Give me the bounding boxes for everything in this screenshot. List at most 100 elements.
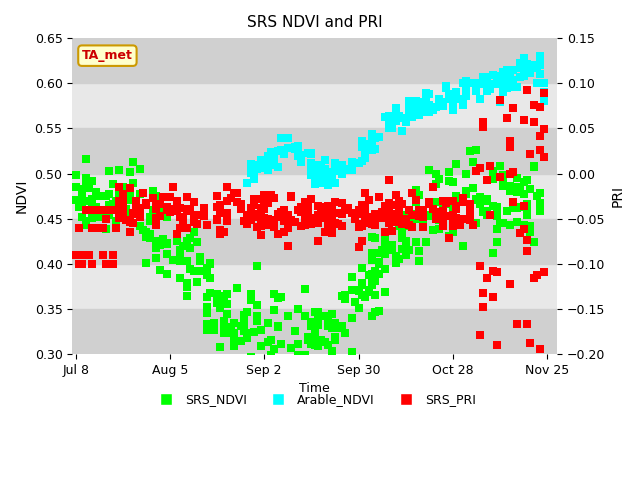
Point: [316, 312, 326, 320]
Point: [518, 179, 529, 186]
Point: [259, 214, 269, 221]
Point: [246, 290, 256, 298]
Point: [77, 199, 88, 207]
Point: [522, 320, 532, 328]
Point: [303, 214, 313, 221]
Point: [94, 192, 104, 200]
Point: [182, 193, 192, 201]
Point: [279, 150, 289, 157]
Point: [131, 198, 141, 205]
Point: [273, 324, 283, 331]
Point: [128, 209, 138, 217]
Point: [310, 335, 320, 342]
Point: [515, 229, 525, 237]
Point: [353, 243, 364, 251]
Point: [535, 189, 545, 196]
Point: [219, 228, 229, 236]
Point: [252, 312, 262, 319]
Point: [111, 224, 121, 231]
Point: [236, 200, 246, 208]
Point: [101, 215, 111, 223]
Point: [81, 206, 91, 214]
Point: [326, 171, 337, 179]
Point: [151, 192, 161, 200]
Point: [411, 198, 421, 205]
Point: [205, 259, 216, 267]
Point: [337, 222, 347, 230]
Point: [525, 67, 536, 75]
Point: [172, 207, 182, 215]
Point: [471, 145, 481, 153]
Point: [488, 80, 499, 87]
Point: [535, 132, 545, 140]
Point: [124, 184, 134, 192]
Point: [337, 170, 347, 178]
Point: [273, 294, 283, 301]
Point: [313, 202, 323, 209]
Point: [364, 218, 374, 226]
Point: [313, 238, 323, 245]
Point: [266, 162, 276, 169]
Point: [458, 215, 468, 222]
Point: [323, 217, 333, 225]
Point: [273, 147, 283, 155]
Point: [252, 161, 262, 168]
Point: [108, 260, 118, 268]
Point: [81, 155, 91, 163]
Point: [229, 342, 239, 350]
Y-axis label: PRI: PRI: [611, 185, 625, 207]
Point: [337, 292, 347, 300]
Point: [252, 164, 262, 171]
Point: [397, 220, 408, 228]
Point: [222, 183, 232, 191]
Point: [461, 190, 472, 197]
Point: [448, 197, 458, 205]
Point: [148, 194, 158, 202]
Point: [81, 206, 91, 214]
Point: [458, 80, 468, 87]
Point: [202, 326, 212, 334]
Point: [330, 179, 340, 186]
Point: [269, 156, 280, 163]
Point: [303, 333, 313, 340]
Point: [303, 149, 313, 157]
Point: [481, 211, 492, 218]
Point: [387, 227, 397, 235]
Point: [289, 145, 300, 153]
Point: [367, 137, 377, 145]
Point: [431, 215, 441, 223]
Point: [411, 97, 421, 105]
Point: [195, 257, 205, 265]
Point: [522, 247, 532, 255]
Point: [323, 181, 333, 189]
Point: [279, 228, 289, 236]
Point: [411, 186, 421, 194]
Point: [448, 204, 458, 212]
Point: [458, 242, 468, 250]
Point: [424, 90, 435, 98]
Point: [222, 329, 232, 337]
Point: [212, 299, 222, 307]
Point: [441, 197, 451, 204]
Point: [188, 213, 198, 220]
Point: [232, 198, 243, 206]
Point: [387, 246, 397, 254]
Point: [374, 193, 384, 201]
Point: [172, 203, 182, 211]
Point: [465, 147, 475, 155]
Point: [475, 197, 485, 205]
Point: [461, 88, 472, 96]
Point: [131, 197, 141, 205]
Point: [77, 260, 88, 268]
Point: [70, 171, 81, 179]
Point: [522, 65, 532, 72]
Point: [115, 199, 125, 206]
Point: [525, 67, 536, 74]
Point: [175, 246, 185, 253]
Point: [249, 328, 259, 336]
Point: [360, 211, 371, 219]
Point: [269, 223, 280, 231]
Point: [161, 204, 172, 211]
Point: [134, 213, 145, 221]
Point: [512, 183, 522, 191]
